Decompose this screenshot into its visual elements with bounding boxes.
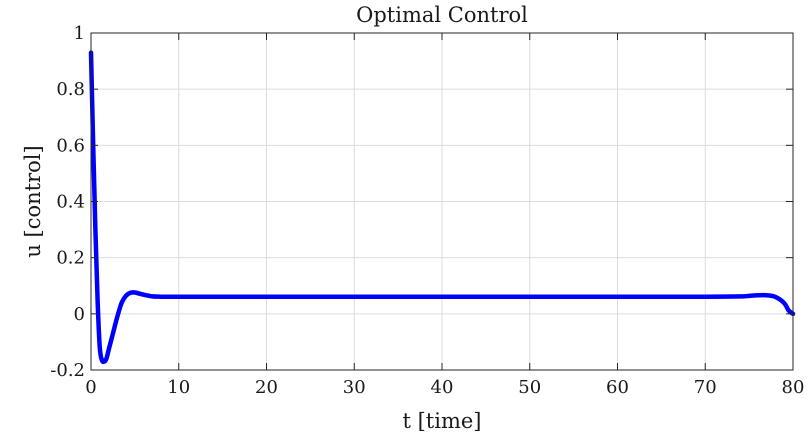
y-tick-label: 0.8	[56, 79, 85, 100]
x-tick-label: 30	[343, 377, 366, 398]
ticks: 0 10 20 30 40 50 60 70 80-0.200.20.40.60.81	[50, 23, 804, 398]
y-tick-label: 0.4	[56, 192, 85, 213]
y-tick-label: 0	[74, 304, 85, 325]
y-tick-label: 1	[74, 23, 85, 44]
x-tick-label: 60	[606, 377, 629, 398]
y-tick-label: 0.2	[56, 248, 85, 269]
series-group	[88, 50, 796, 365]
x-tick-label: 20	[255, 377, 278, 398]
series-line	[88, 50, 796, 365]
x-tick-label: 80	[782, 377, 805, 398]
x-tick-label: 70	[694, 377, 717, 398]
x-tick-label: 40	[431, 377, 454, 398]
y-tick-label: -0.2	[50, 360, 85, 381]
y-tick-label: 0.6	[56, 135, 85, 156]
x-tick-label: 50	[518, 377, 541, 398]
x-axis-label: t [time]	[403, 409, 482, 433]
x-tick-label: 0	[85, 377, 96, 398]
x-tick-label: 10	[167, 377, 190, 398]
grid	[91, 33, 793, 370]
y-axis-label: u [control]	[21, 145, 45, 257]
chart-title: Optimal Control	[356, 3, 528, 27]
